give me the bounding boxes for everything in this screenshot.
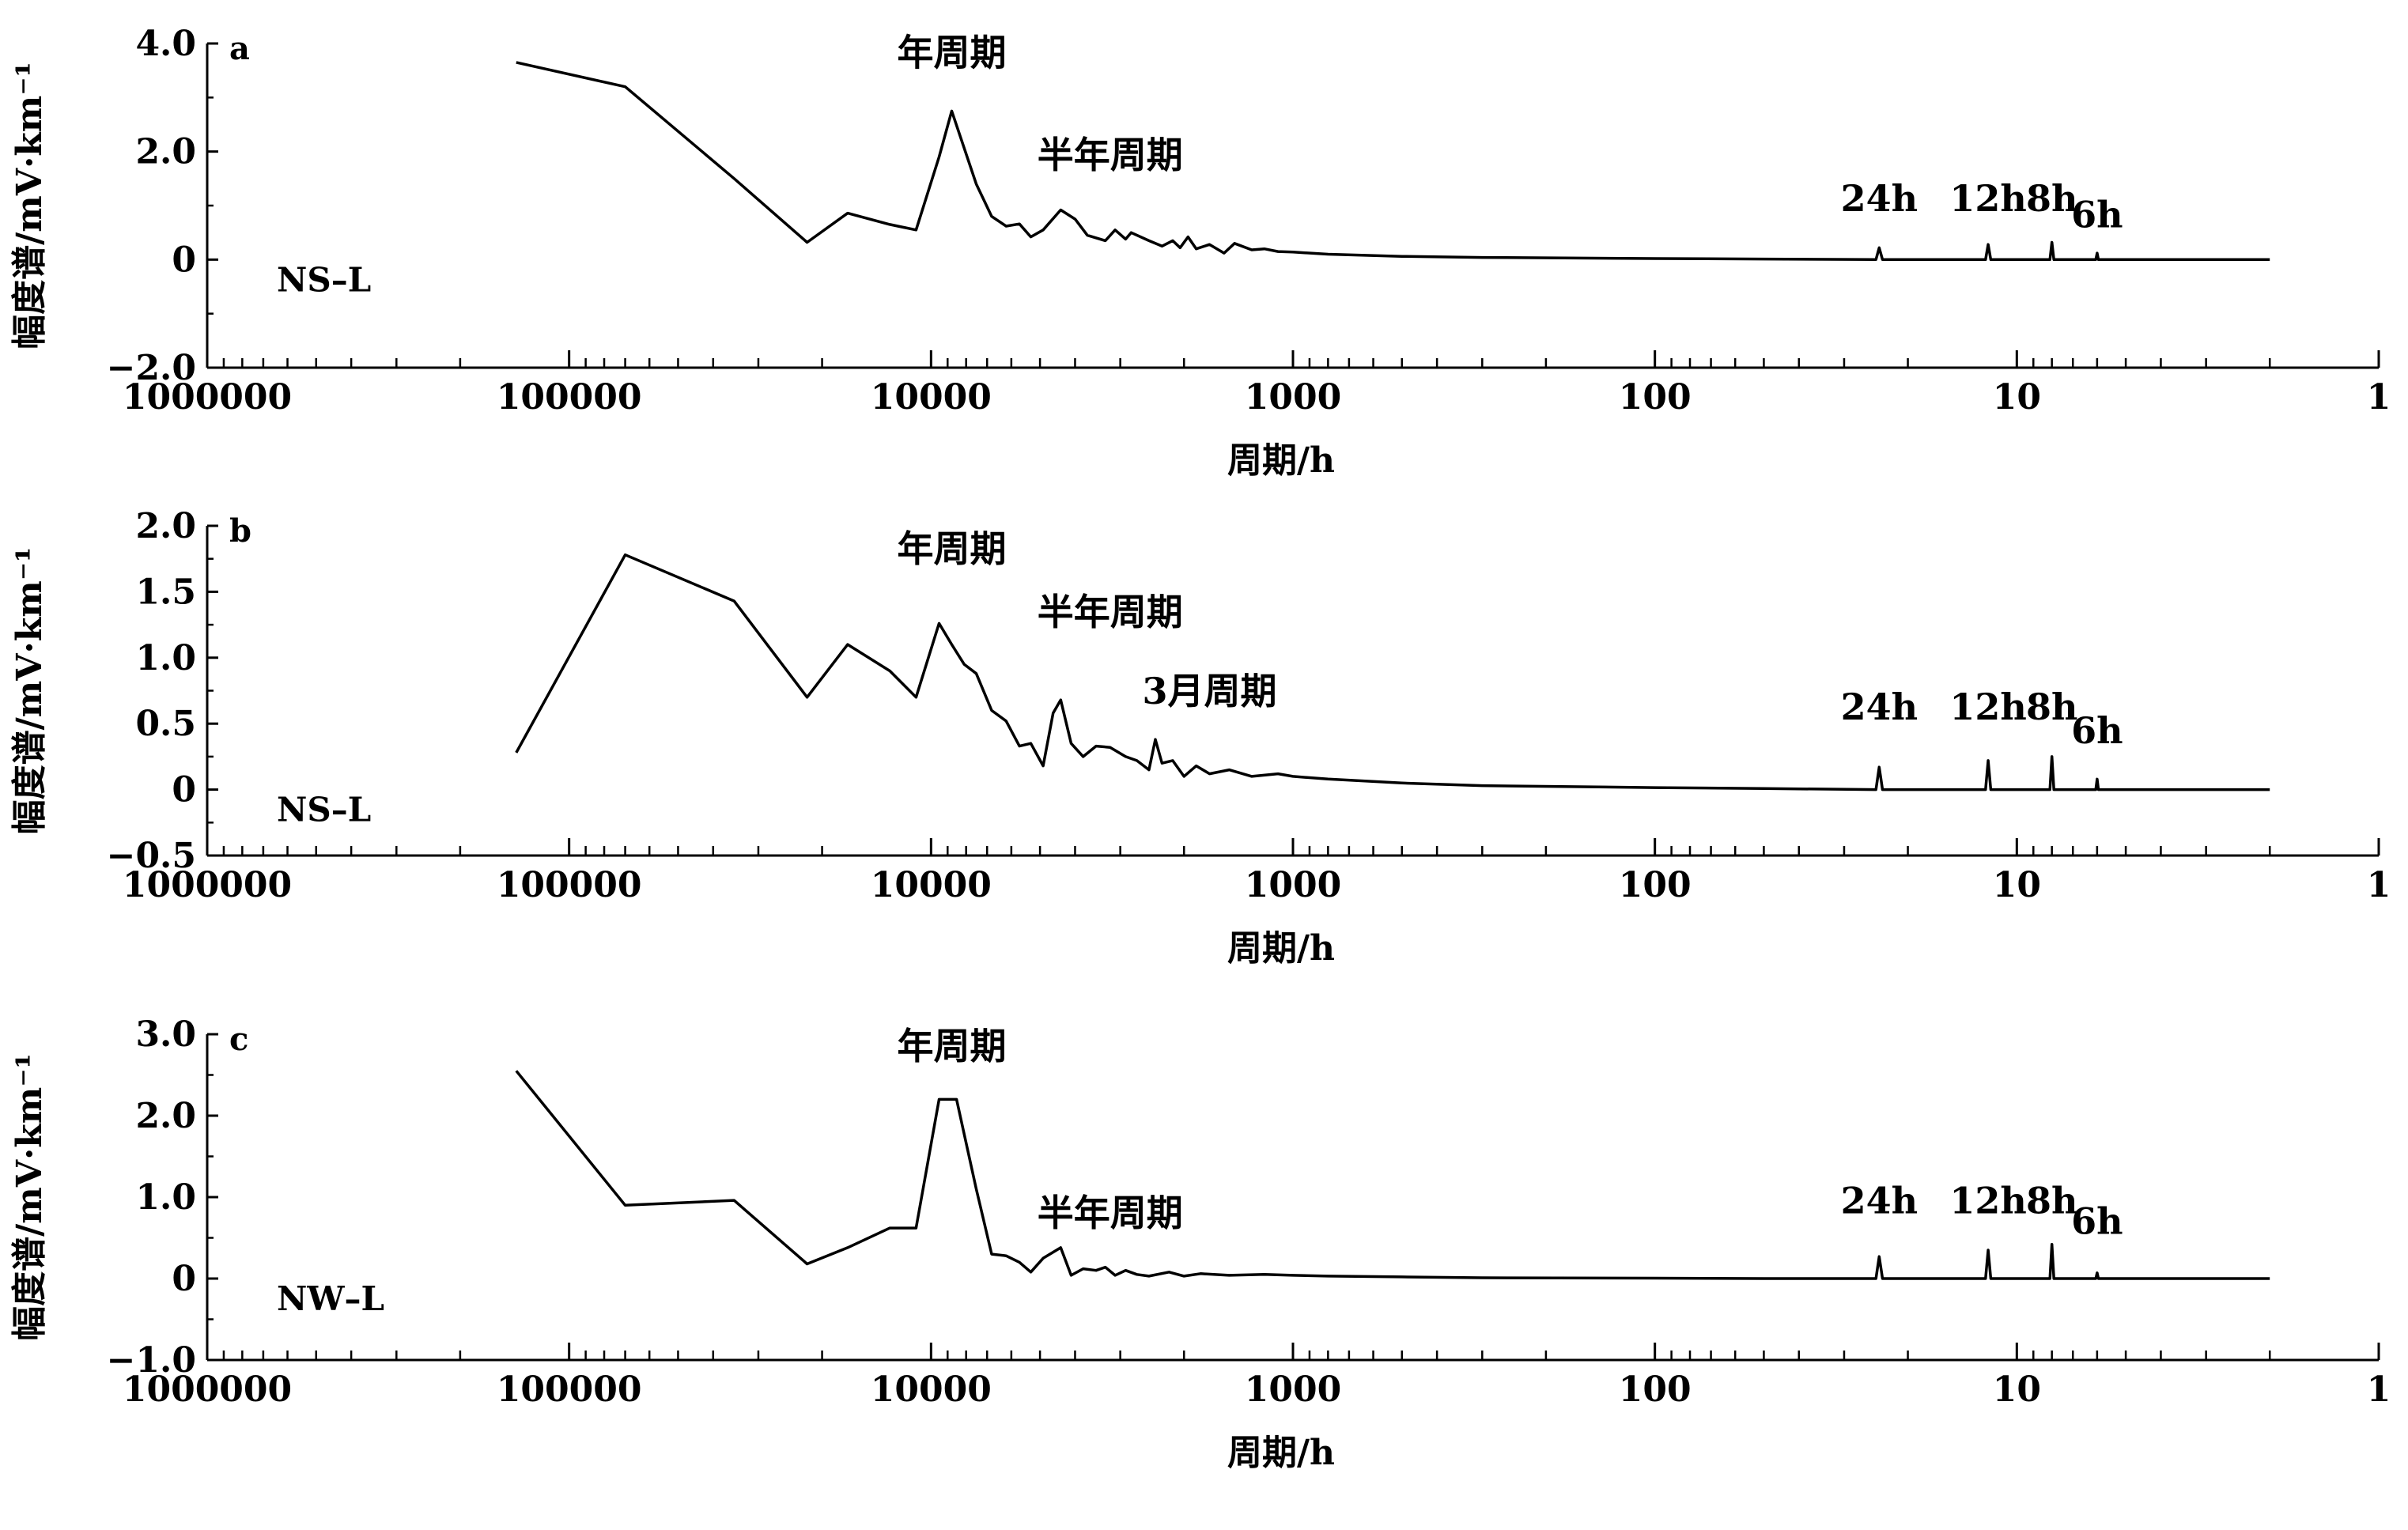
y-tick-label: −2.0 [107, 348, 196, 388]
annotation-label: 6h [2071, 1199, 2123, 1242]
y-tick-label: 3.0 [135, 1014, 196, 1055]
annotation-label: 半年周期 [1038, 591, 1183, 633]
x-tick-label: 100000 [497, 865, 642, 905]
y-tick-label: −1.0 [107, 1340, 196, 1381]
x-tick-label: 10 [1993, 1369, 2041, 1410]
x-tick-label: 1000 [1245, 377, 1341, 417]
annotation-label: 年周期 [898, 1025, 1007, 1067]
y-tick-label: 0.5 [135, 704, 196, 744]
y-tick-label: 1.5 [135, 572, 196, 612]
annotation-label: 年周期 [898, 31, 1007, 74]
y-tick-label: 0 [172, 240, 196, 280]
panel-c: −1.0 0 1.0 2.0 3.0 1000000 100000 10000 1000 100 1… [9, 1014, 2391, 1473]
x-tick-label: 100 [1619, 1369, 1692, 1410]
x-tick-label: 100000 [497, 1369, 642, 1410]
annotation-label: 24h [1841, 177, 1918, 220]
annotation-label: 24h [1841, 1180, 1918, 1222]
x-tick-label: 10000 [871, 377, 992, 417]
annotation-label: 8h [2026, 177, 2077, 220]
y-axis-title: 幅度谱/mV·km⁻¹ [9, 62, 50, 349]
panel-letter: c [229, 1021, 248, 1058]
annotation-label: 24h [1841, 686, 1918, 728]
series-label: NS–L [277, 791, 371, 829]
y-tick-label: 1.0 [135, 638, 196, 678]
annotation-label: 12h [1949, 177, 2026, 220]
annotation-label: 3月周期 [1143, 670, 1277, 712]
x-tick-label: 10000 [871, 1369, 992, 1410]
annotation-label: 半年周期 [1038, 134, 1183, 176]
y-tick-label: −0.5 [107, 836, 196, 876]
x-tick-label: 1000000 [123, 1369, 292, 1410]
annotation-label: 8h [2026, 686, 2077, 728]
x-tick-label: 10000 [871, 865, 992, 905]
annotation-label: 12h [1949, 1180, 2026, 1222]
x-axis-title: 周期/h [1227, 928, 1335, 969]
x-tick-label: 1 [2367, 1369, 2391, 1410]
panel-letter: b [229, 512, 251, 550]
series-line [515, 1070, 2270, 1280]
x-tick-label: 1000 [1245, 865, 1341, 905]
annotation-label: 6h [2071, 709, 2123, 752]
x-tick-label: 1 [2367, 377, 2391, 417]
y-axis-title: 幅度谱/mV·km⁻¹ [9, 547, 50, 835]
series-label: NW–L [277, 1279, 384, 1318]
annotation-label: 年周期 [898, 527, 1007, 570]
y-tick-label: 2.0 [135, 506, 196, 546]
y-tick-label: 2.0 [135, 1096, 196, 1136]
y-tick-label: 4.0 [135, 24, 196, 64]
x-tick-label: 100 [1619, 377, 1692, 417]
y-tick-label: 1.0 [135, 1177, 196, 1218]
x-tick-label: 10 [1993, 377, 2041, 417]
series-line [516, 61, 2270, 262]
x-tick-label: 10 [1993, 865, 2041, 905]
x-tick-label: 1000 [1245, 1369, 1341, 1410]
annotation-label: 半年周期 [1038, 1192, 1183, 1234]
x-tick-label: 1 [2367, 865, 2391, 905]
x-axis-title: 周期/h [1227, 1433, 1335, 1473]
panel-a: −2.0 0 2.0 4.0 1000000 100000 10000 1000 100 10 1 周… [9, 24, 2391, 481]
x-tick-label: 1000000 [123, 865, 292, 905]
series-label: NS–L [277, 260, 371, 299]
x-tick-label: 100000 [497, 377, 642, 417]
panel-letter: a [229, 30, 250, 67]
annotation-label: 12h [1949, 686, 2026, 728]
x-tick-label: 1000000 [123, 377, 292, 417]
annotation-label: 6h [2071, 193, 2123, 236]
y-tick-label: 2.0 [135, 132, 196, 172]
annotation-label: 8h [2026, 1180, 2077, 1222]
y-axis-title: 幅度谱/mV·km⁻¹ [9, 1053, 50, 1341]
y-tick-label: 0 [172, 1259, 196, 1299]
y-tick-label: 0 [172, 770, 196, 810]
x-axis-title: 周期/h [1227, 440, 1335, 481]
x-tick-label: 100 [1619, 865, 1692, 905]
series-line [515, 553, 2270, 791]
panel-b: −0.5 0 0.5 1.0 1.5 2.0 1000000 100000 10000 1000 1… [9, 506, 2391, 969]
